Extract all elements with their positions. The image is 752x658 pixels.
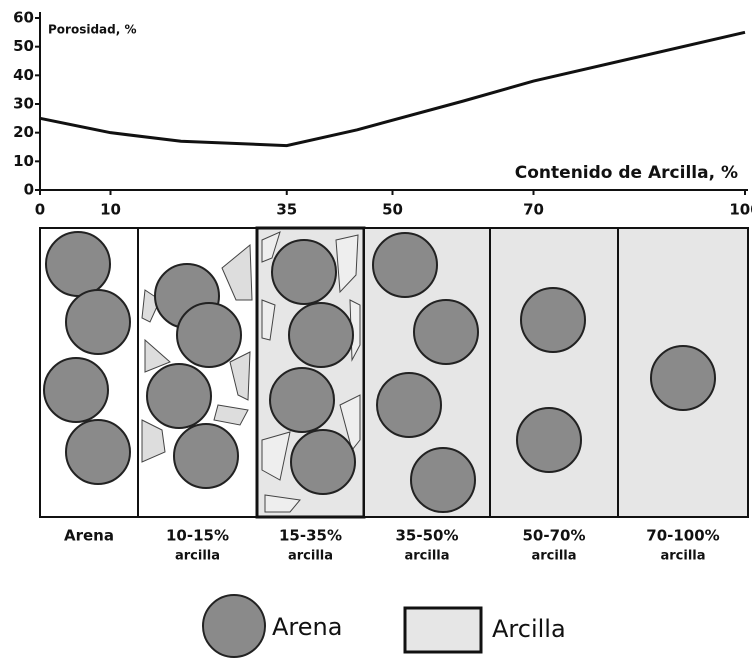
x-tick-label: 50 [382, 201, 403, 219]
sand-grain [413, 299, 479, 365]
panel-label: 70-100% [646, 527, 719, 545]
fragment [213, 404, 249, 426]
sand-grain [290, 429, 356, 495]
panel-sublabel: arcilla [175, 549, 220, 564]
x-tick-label: 10 [100, 201, 121, 219]
sand-grain [65, 289, 131, 355]
sand-grain [269, 367, 335, 433]
legend-clay-swatch [403, 606, 483, 654]
y-tick-label: 40 [13, 66, 34, 84]
y-axis-title: Porosidad, % [48, 23, 137, 37]
y-tick-label: 60 [13, 9, 34, 27]
panel-label: 15-35% [279, 527, 342, 545]
sand-grain [45, 231, 111, 297]
panel-sublabel: arcilla [288, 549, 333, 564]
legend-sand-swatch [202, 594, 266, 658]
porosity-line [39, 30, 746, 148]
legend-label: Arcilla [492, 615, 566, 643]
panel-sublabel: arcilla [531, 549, 576, 564]
y-tick-label: 10 [13, 152, 34, 170]
panel-sublabel: arcilla [660, 549, 705, 564]
sand-grain [173, 423, 239, 489]
sand-grain [520, 287, 586, 353]
y-tick-label: 50 [13, 37, 34, 55]
y-tick-label: 0 [24, 181, 34, 199]
sand-grain [271, 239, 337, 305]
sand-grain [43, 357, 109, 423]
fragment [141, 419, 166, 463]
panel-sublabel: arcilla [404, 549, 449, 564]
sand-grain [410, 447, 476, 513]
fragment [264, 494, 301, 513]
x-tick-label: 0 [35, 201, 45, 219]
fragment [221, 243, 253, 301]
sand-grain [376, 372, 442, 438]
x-tick-label: 35 [276, 201, 297, 219]
fragment [229, 351, 251, 401]
fragment [335, 234, 359, 294]
fragment [144, 338, 171, 373]
sand-grain [650, 345, 716, 411]
sand-grain [146, 363, 212, 429]
panel-label: Arena [64, 527, 114, 545]
x-tick-label: 70 [523, 201, 544, 219]
sand-grain [516, 407, 582, 473]
fragment [261, 431, 291, 481]
sand-grain [288, 302, 354, 368]
x-tick-label: 100 [729, 201, 752, 219]
fragment [261, 299, 276, 341]
sand-grain [176, 302, 242, 368]
y-tick-label: 20 [13, 123, 34, 141]
clay-panel [489, 227, 619, 518]
x-axis-title: Contenido de Arcilla, % [515, 163, 738, 183]
sand-grain [65, 419, 131, 485]
y-tick-label: 30 [13, 95, 34, 113]
fragment [339, 394, 361, 452]
fragment [261, 231, 281, 263]
panel-label: 35-50% [395, 527, 458, 545]
sand-grain [372, 232, 438, 298]
panel-label: 50-70% [522, 527, 585, 545]
panel-label: 10-15% [166, 527, 229, 545]
legend-label: Arena [272, 613, 342, 641]
